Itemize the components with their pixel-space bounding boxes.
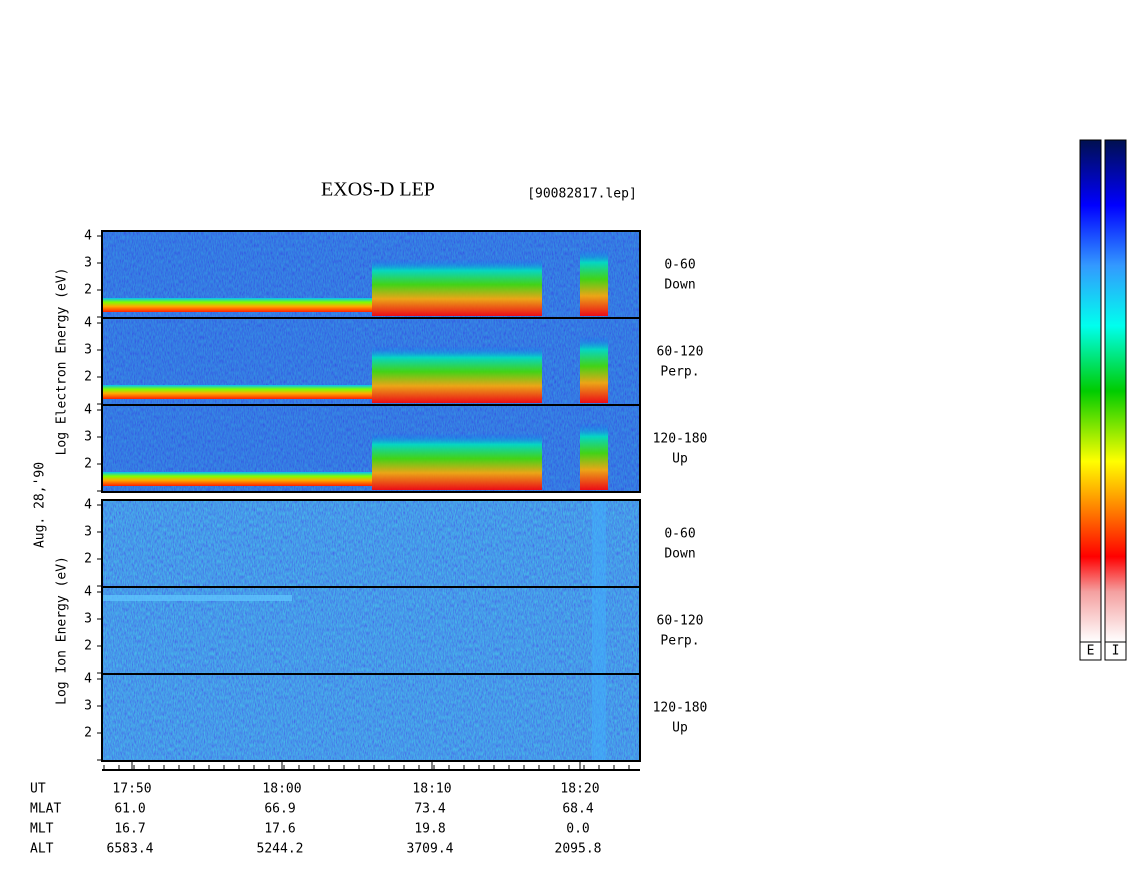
ephemeris-value: 6583.4: [107, 842, 154, 857]
time-label: 17:50: [112, 782, 151, 797]
spectrogram-noise: [102, 587, 640, 674]
color-bar: [1079, 139, 1102, 643]
low-energy-band: [102, 385, 372, 399]
y-axis-label: Log Ion Energy (eV): [55, 556, 70, 705]
y-tick-label: 3: [84, 612, 92, 627]
ephemeris-label: UT: [30, 782, 46, 797]
y-tick-label: 2: [84, 370, 92, 385]
auroral-flux: [372, 433, 542, 490]
ephemeris-value: 73.4: [414, 802, 445, 817]
y-tick-label: 4: [84, 672, 92, 687]
ephemeris-value: 0.0: [566, 822, 589, 837]
auroral-flux: [372, 346, 542, 403]
file-name: [90082817.lep]: [527, 187, 637, 202]
auroral-flux: [580, 336, 608, 403]
time-label: 18:00: [262, 782, 301, 797]
panel-angle: 0-60: [664, 527, 695, 542]
y-tick-label: 4: [84, 498, 92, 513]
y-tick-label: 3: [84, 343, 92, 358]
ephemeris-label: MLAT: [30, 802, 61, 817]
auroral-flux: [372, 259, 542, 316]
low-energy-band: [102, 472, 372, 486]
y-tick-label: 4: [84, 403, 92, 418]
y-tick-label: 4: [84, 316, 92, 331]
ephemeris-value: 16.7: [114, 822, 145, 837]
panel-angle: 120-180: [653, 432, 708, 447]
ephemeris-value: 3709.4: [407, 842, 454, 857]
y-tick-label: 2: [84, 457, 92, 472]
y-tick-label: 2: [84, 552, 92, 567]
time-label: 18:10: [412, 782, 451, 797]
ion-feature: [592, 674, 606, 761]
ephemeris-value: 19.8: [414, 822, 445, 837]
color-bar-box: [1104, 641, 1127, 661]
panel-direction: Up: [672, 452, 688, 467]
ephemeris-value: 2095.8: [555, 842, 602, 857]
ephemeris-label: MLT: [30, 822, 54, 837]
auroral-flux: [580, 249, 608, 316]
low-energy-band: [102, 298, 372, 312]
y-tick-label: 3: [84, 525, 92, 540]
color-bar: [1104, 139, 1127, 643]
ephemeris-value: 68.4: [562, 802, 593, 817]
ion-feature: [592, 587, 606, 674]
y-axis-label: Log Electron Energy (eV): [55, 268, 70, 456]
panel-angle: 60-120: [657, 614, 704, 629]
spectrogram-noise: [102, 500, 640, 587]
ephemeris-value: 61.0: [114, 802, 145, 817]
panel-angle: 0-60: [664, 258, 695, 273]
color-bar-label: I: [1112, 644, 1120, 659]
ephemeris-value: 17.6: [264, 822, 295, 837]
panel-frame: [101, 404, 641, 493]
panel-frame: [101, 673, 641, 762]
ion-band: [102, 595, 292, 601]
y-tick-label: 3: [84, 430, 92, 445]
ephemeris-value: 5244.2: [257, 842, 304, 857]
ion-feature: [592, 500, 606, 587]
spectrogram-noise: [102, 674, 640, 761]
panel-direction: Up: [672, 721, 688, 736]
panel-angle: 120-180: [653, 701, 708, 716]
title: EXOS-D LEP: [321, 179, 435, 201]
y-tick-label: 4: [84, 585, 92, 600]
panel-direction: Perp.: [660, 365, 699, 380]
y-tick-label: 3: [84, 256, 92, 271]
panel-angle: 60-120: [657, 345, 704, 360]
color-bar-label: E: [1087, 644, 1095, 659]
y-tick-label: 2: [84, 639, 92, 654]
ephemeris-value: 66.9: [264, 802, 295, 817]
auroral-flux: [580, 423, 608, 490]
panel-direction: Down: [664, 278, 695, 293]
panel-direction: Down: [664, 547, 695, 562]
y-tick-label: 3: [84, 699, 92, 714]
y-tick-label: 2: [84, 283, 92, 298]
date: Aug. 28,'90: [33, 462, 48, 548]
ephemeris-label: ALT: [30, 842, 54, 857]
y-tick-label: 4: [84, 229, 92, 244]
panel-direction: Perp.: [660, 634, 699, 649]
y-tick-label: 2: [84, 726, 92, 741]
color-bar-box: [1079, 641, 1102, 661]
time-label: 18:20: [560, 782, 599, 797]
